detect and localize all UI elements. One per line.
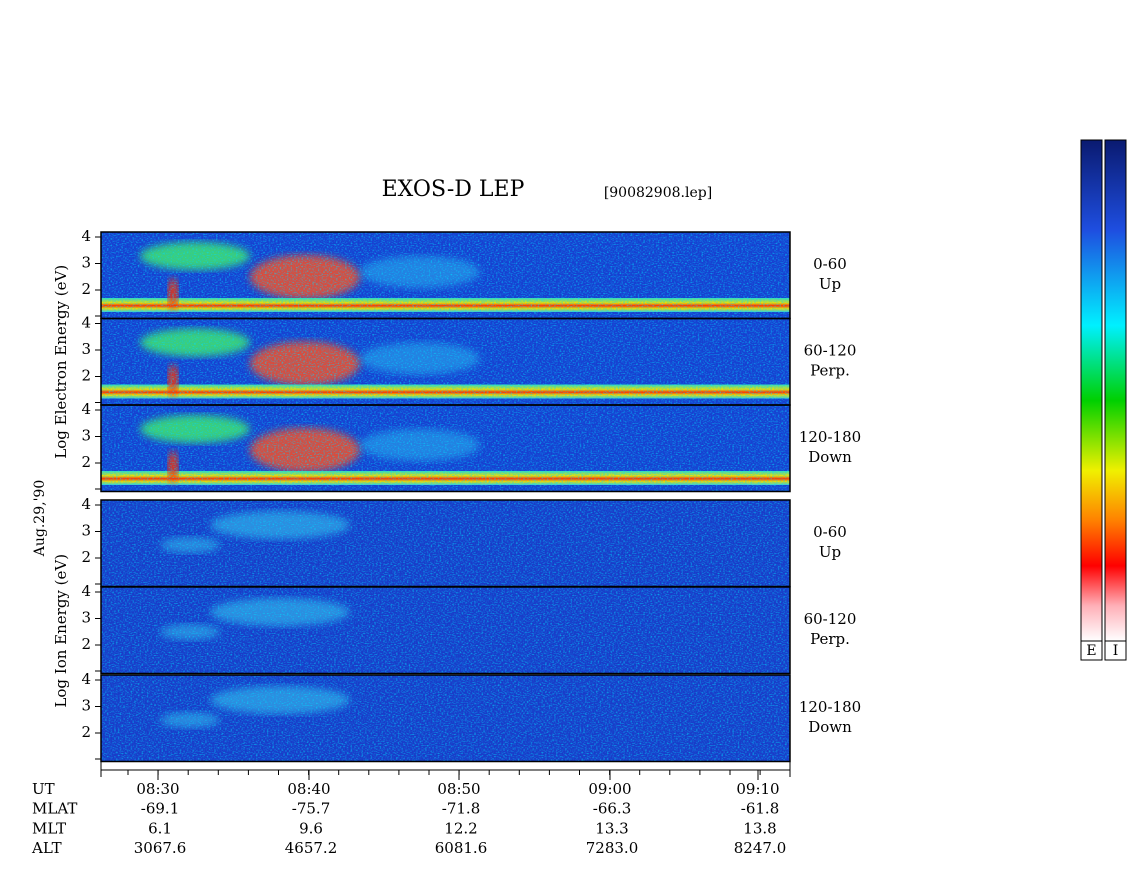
noise (101, 232, 790, 319)
y-tick-label: 3 (81, 522, 91, 540)
row-value: -69.1 (141, 800, 179, 818)
row-value: 08:30 (136, 780, 179, 798)
row-label: ALT (31, 839, 62, 857)
panel-angle: 0-60 (813, 523, 847, 541)
noise (101, 587, 790, 674)
color-bar-label: I (1113, 643, 1119, 659)
panel-frame (100, 404, 791, 493)
noise (101, 318, 790, 405)
color-bar-label-box (1104, 640, 1127, 661)
date: Aug.29,'90 (32, 480, 48, 557)
panel-direction: Up (819, 275, 841, 293)
y-tick-label: 2 (81, 635, 91, 653)
y-tick-label: 4 (81, 227, 91, 245)
row-value: 4657.2 (285, 839, 338, 857)
color-bar (1080, 139, 1103, 642)
panel-angle: 60-120 (804, 610, 857, 628)
panel-direction: Up (819, 543, 841, 561)
panel-angle: 120-180 (799, 428, 861, 446)
row-value: 8247.0 (734, 839, 787, 857)
row-label: UT (32, 780, 55, 798)
row-value: 09:10 (736, 780, 779, 798)
axis-label: Log Ion Energy (eV) (52, 554, 70, 708)
color-bar-label: E (1086, 643, 1096, 659)
y-tick-label: 3 (81, 609, 91, 627)
panel-direction: Perp. (810, 630, 850, 648)
row-label: MLT (32, 819, 66, 837)
y-tick-label: 4 (81, 400, 91, 418)
panel-angle: 0-60 (813, 255, 847, 273)
row-value: 13.8 (743, 819, 776, 837)
y-tick-label: 4 (81, 582, 91, 600)
y-tick-label: 4 (81, 495, 91, 513)
y-tick-label: 2 (81, 723, 91, 741)
row-label: MLAT (32, 800, 77, 818)
panel-direction: Down (808, 448, 852, 466)
axis-label: Log Electron Energy (eV) (52, 265, 70, 459)
noise (101, 675, 790, 761)
noise (101, 405, 790, 492)
y-tick-label: 3 (81, 427, 91, 445)
row-value: 7283.0 (586, 839, 639, 857)
row-value: 09:00 (588, 780, 631, 798)
row-value: 6.1 (148, 819, 172, 837)
y-tick-label: 2 (81, 453, 91, 471)
color-bar (1104, 139, 1127, 642)
row-value: 3067.6 (134, 839, 187, 857)
row-value: 12.2 (444, 819, 477, 837)
row-value: -61.8 (741, 800, 779, 818)
y-tick-label: 2 (81, 280, 91, 298)
y-tick-label: 2 (81, 548, 91, 566)
panel-frame (100, 674, 791, 763)
y-tick-label: 4 (81, 670, 91, 688)
panel-direction: Down (808, 718, 852, 736)
panel-direction: Perp. (810, 362, 850, 380)
y-tick-label: 4 (81, 314, 91, 332)
row-value: -71.8 (442, 800, 480, 818)
y-tick-label: 3 (81, 340, 91, 358)
panel-angle: 120-180 (799, 698, 861, 716)
row-value: 6081.6 (435, 839, 488, 857)
noise (101, 500, 790, 587)
row-value: 08:50 (437, 780, 480, 798)
y-tick-label: 2 (81, 367, 91, 385)
file-name: [90082908.lep] (604, 185, 712, 201)
spectrograms (101, 232, 790, 761)
title: EXOS-D LEP (382, 177, 525, 202)
y-tick-label: 3 (81, 697, 91, 715)
panel-angle: 60-120 (804, 342, 857, 360)
color-bar-label-box (1080, 640, 1103, 661)
row-value: 9.6 (299, 819, 323, 837)
y-tick-label: 3 (81, 254, 91, 272)
row-value: 13.3 (595, 819, 628, 837)
row-value: -75.7 (292, 800, 330, 818)
panel-frame (100, 586, 791, 675)
row-value: 08:40 (287, 780, 330, 798)
row-value: -66.3 (593, 800, 631, 818)
